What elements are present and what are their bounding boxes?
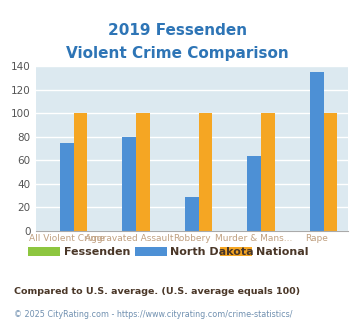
Bar (136, 113, 150, 231)
Bar (122, 137, 136, 231)
Bar (60, 143, 73, 231)
Bar (73, 113, 87, 231)
Text: 2019 Fessenden: 2019 Fessenden (108, 23, 247, 38)
Text: Violent Crime Comparison: Violent Crime Comparison (66, 46, 289, 61)
Text: Fessenden: Fessenden (64, 248, 130, 257)
Text: © 2025 CityRating.com - https://www.cityrating.com/crime-statistics/: © 2025 CityRating.com - https://www.city… (14, 310, 293, 319)
Bar (198, 113, 212, 231)
Bar (323, 113, 337, 231)
Bar (247, 155, 261, 231)
Text: National: National (256, 248, 308, 257)
Bar (261, 113, 275, 231)
Bar (310, 72, 323, 231)
Text: Compared to U.S. average. (U.S. average equals 100): Compared to U.S. average. (U.S. average … (14, 287, 300, 296)
Text: North Dakota: North Dakota (170, 248, 254, 257)
Bar (185, 197, 198, 231)
